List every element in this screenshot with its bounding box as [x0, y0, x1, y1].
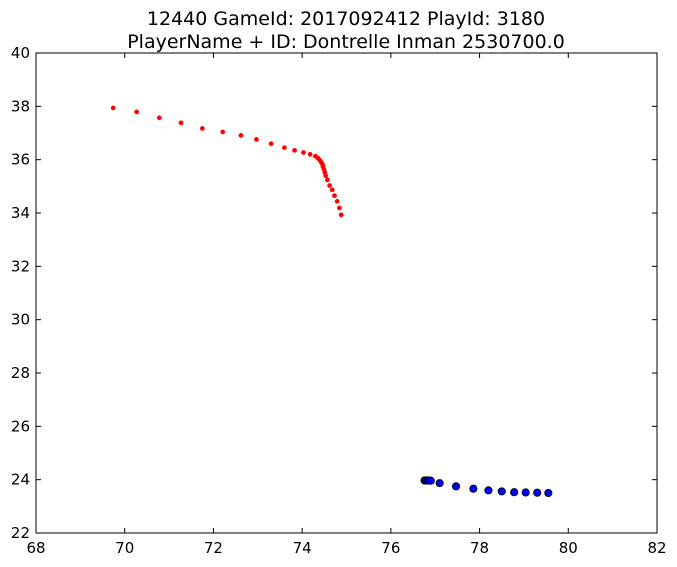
data-point-red	[325, 177, 330, 183]
x-tick-label: 82	[647, 539, 666, 557]
data-point-red	[334, 198, 340, 204]
data-point-blue	[426, 476, 435, 485]
data-point-blue	[469, 484, 478, 493]
data-point-red	[156, 115, 162, 121]
y-tick-label: 22	[11, 524, 30, 542]
x-tick-label: 70	[115, 539, 134, 557]
series-1	[420, 476, 553, 498]
y-tick-label: 38	[11, 97, 30, 115]
data-point-red	[301, 150, 306, 155]
data-point-red	[199, 126, 205, 131]
x-tick-label: 78	[470, 539, 489, 557]
data-point-red	[307, 151, 313, 157]
data-point-blue	[510, 488, 519, 497]
data-point-red	[281, 145, 287, 151]
data-point-red	[254, 136, 259, 142]
data-point-blue	[521, 488, 530, 497]
data-point-red	[178, 120, 184, 126]
data-point-red	[134, 109, 140, 115]
x-tick-label: 80	[559, 539, 578, 557]
data-point-red	[268, 141, 274, 147]
x-tick-label: 76	[381, 539, 400, 557]
y-tick-label: 24	[11, 471, 30, 489]
series-0	[110, 105, 344, 218]
plot-area: 68 70 72 74 76 78 80 82 22 24 26 28 30 32 34 36 38 40	[11, 44, 667, 557]
y-tick-label: 36	[11, 151, 30, 169]
data-point-blue	[452, 482, 461, 491]
plot-frame	[35, 52, 658, 534]
data-point-red	[332, 193, 337, 199]
data-point-red	[323, 173, 329, 179]
data-point-red	[327, 183, 333, 188]
x-tick-label: 72	[204, 539, 223, 557]
y-tick-label: 26	[11, 417, 30, 435]
y-tick-label: 40	[11, 44, 30, 62]
x-tick-label: 68	[26, 539, 45, 557]
data-point-blue	[484, 486, 493, 495]
y-tick-label: 32	[11, 257, 30, 275]
data-point-red	[338, 212, 344, 218]
data-point-red	[110, 105, 116, 111]
data-point-red	[337, 205, 342, 211]
y-tick-label: 28	[11, 364, 30, 382]
y-tick-label: 34	[11, 204, 30, 222]
chart-title: 12440 GameId: 2017092412 PlayId: 3180	[147, 8, 545, 30]
y-tick-label: 30	[11, 311, 30, 329]
data-point-red	[329, 187, 335, 193]
data-point-red	[220, 129, 226, 135]
data-point-red	[292, 147, 298, 153]
data-point-blue	[497, 487, 506, 496]
x-tick-label: 74	[293, 539, 312, 557]
chart-subtitle: PlayerName + ID: Dontrelle Inman 2530700…	[127, 31, 565, 53]
data-point-blue	[544, 488, 553, 498]
data-point-blue	[533, 488, 542, 497]
data-point-red	[238, 132, 244, 138]
data-point-blue	[435, 479, 444, 488]
